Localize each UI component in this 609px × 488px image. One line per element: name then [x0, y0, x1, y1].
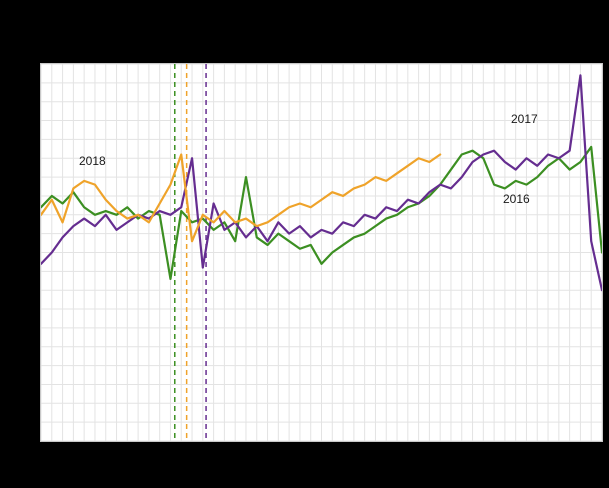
series-label-2018: 2018: [79, 154, 106, 168]
series-label-2016: 2016: [503, 192, 530, 206]
series-label-2017: 2017: [511, 112, 538, 126]
series-line-2017: [41, 74, 602, 292]
plot-area: 2018 2017 2016: [40, 63, 603, 442]
series-line-2016: [41, 145, 602, 280]
line-chart: [41, 64, 602, 441]
series-line-2018: [41, 153, 442, 243]
